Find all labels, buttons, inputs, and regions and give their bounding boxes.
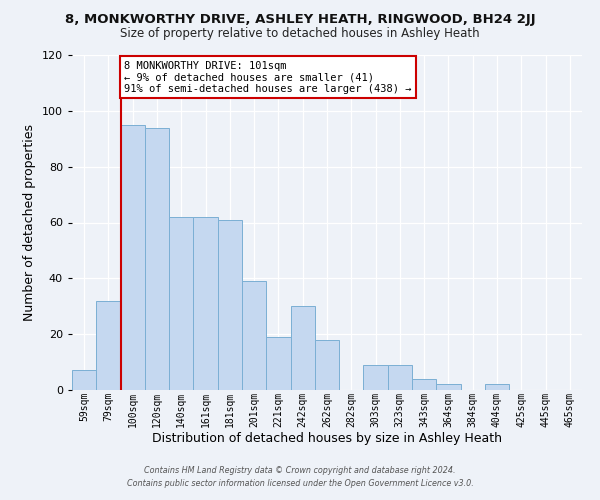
Text: Size of property relative to detached houses in Ashley Heath: Size of property relative to detached ho… bbox=[120, 28, 480, 40]
Bar bbox=[218, 220, 242, 390]
Bar bbox=[315, 340, 339, 390]
Bar bbox=[388, 365, 412, 390]
Bar bbox=[96, 300, 121, 390]
Bar bbox=[485, 384, 509, 390]
Bar bbox=[145, 128, 169, 390]
Bar bbox=[193, 217, 218, 390]
Bar bbox=[290, 306, 315, 390]
Bar bbox=[121, 125, 145, 390]
Bar bbox=[242, 281, 266, 390]
X-axis label: Distribution of detached houses by size in Ashley Heath: Distribution of detached houses by size … bbox=[152, 432, 502, 445]
Bar bbox=[412, 379, 436, 390]
Bar bbox=[169, 217, 193, 390]
Text: 8 MONKWORTHY DRIVE: 101sqm
← 9% of detached houses are smaller (41)
91% of semi-: 8 MONKWORTHY DRIVE: 101sqm ← 9% of detac… bbox=[124, 60, 412, 94]
Bar bbox=[72, 370, 96, 390]
Bar bbox=[266, 337, 290, 390]
Text: Contains HM Land Registry data © Crown copyright and database right 2024.
Contai: Contains HM Land Registry data © Crown c… bbox=[127, 466, 473, 487]
Text: 8, MONKWORTHY DRIVE, ASHLEY HEATH, RINGWOOD, BH24 2JJ: 8, MONKWORTHY DRIVE, ASHLEY HEATH, RINGW… bbox=[65, 12, 535, 26]
Bar bbox=[436, 384, 461, 390]
Bar bbox=[364, 365, 388, 390]
Y-axis label: Number of detached properties: Number of detached properties bbox=[23, 124, 36, 321]
